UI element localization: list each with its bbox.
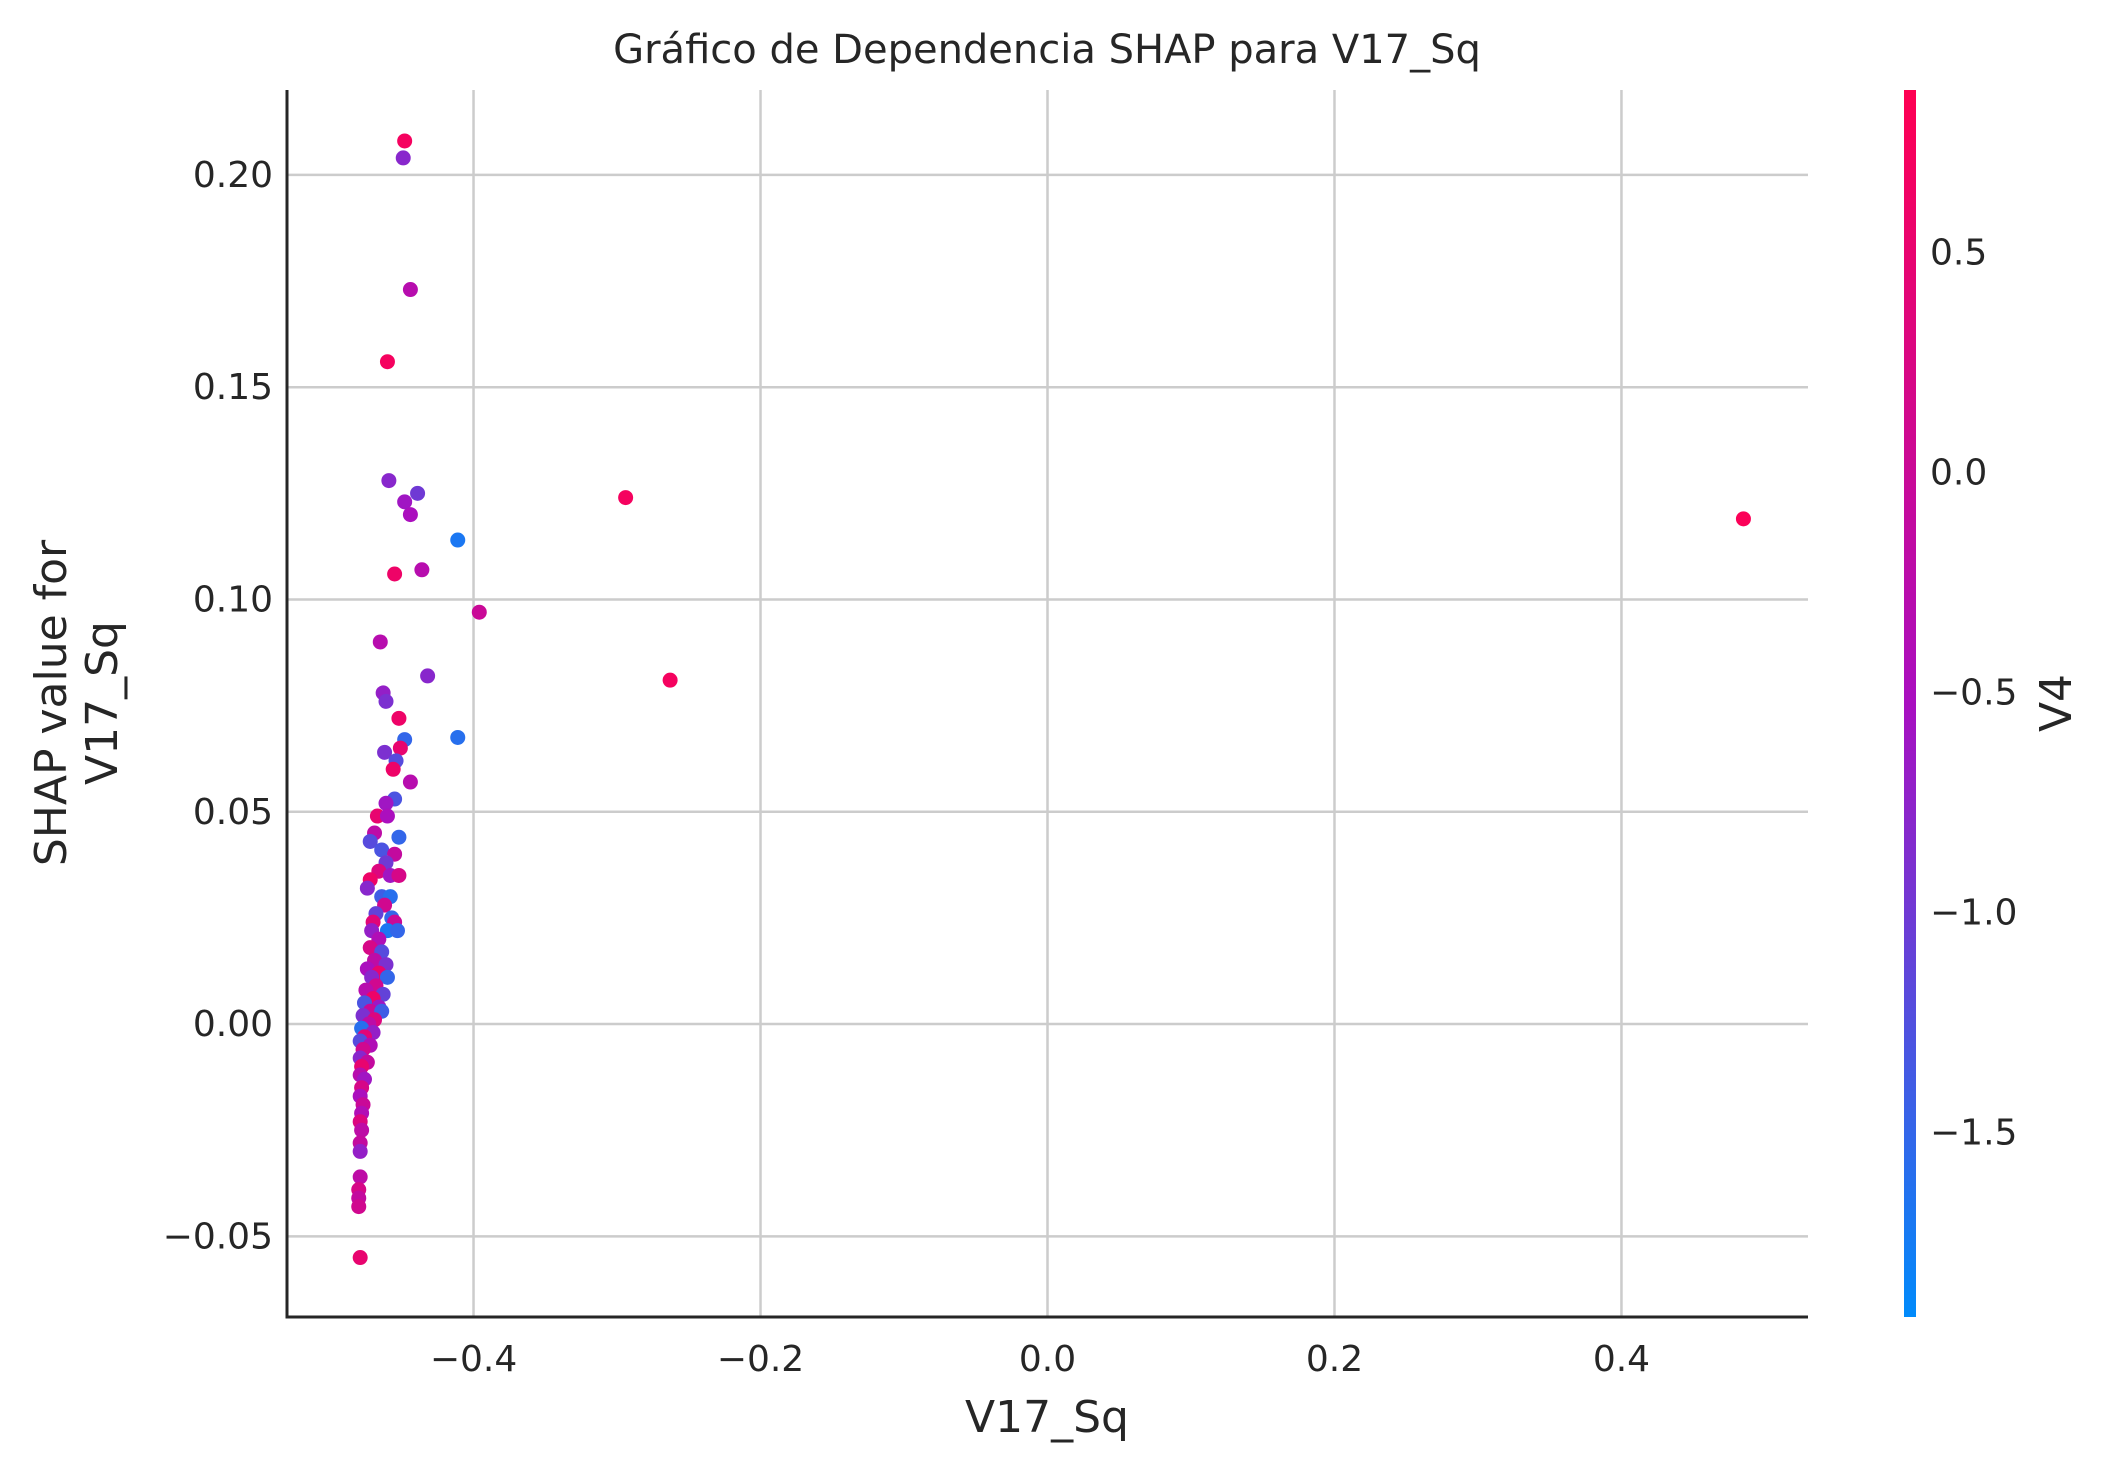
y-tick-label: −0.05 [163, 1216, 273, 1257]
scatter-point [381, 473, 397, 489]
scatter-point [397, 494, 413, 510]
y-axis-label: SHAP value for V17_Sq [26, 539, 128, 866]
scatter-point [618, 490, 634, 506]
scatter-point [395, 150, 411, 166]
scatter-point [471, 604, 487, 620]
scatter-point [379, 354, 395, 370]
scatter-point [352, 1250, 368, 1266]
y-tick-labels: −0.05 0.00 0.05 0.10 0.15 0.20 [163, 155, 273, 1257]
colorbar-tick-label: 0.5 [1930, 233, 1987, 274]
scatter-point [450, 729, 466, 745]
scatter-point [354, 1122, 370, 1138]
scatter-point [420, 668, 436, 684]
colorbar-tick-labels: −1.5 −1.0 −0.5 0.0 0.5 [1930, 233, 2017, 1154]
scatter-points [351, 133, 1751, 1266]
x-tick-label: 0.4 [1593, 1339, 1650, 1380]
colorbar-label: V4 [2031, 674, 2082, 732]
x-tick-label: 0.2 [1306, 1339, 1363, 1380]
scatter-point [410, 485, 426, 501]
scatter-point [378, 693, 394, 709]
y-tick-label: 0.00 [193, 1004, 273, 1045]
scatter-point [352, 1169, 368, 1185]
colorbar-tick-label: −0.5 [1930, 673, 2017, 714]
x-tick-label: −0.4 [430, 1339, 517, 1380]
y-tick-label: 0.15 [193, 367, 273, 408]
scatter-point [402, 507, 418, 523]
scatter-point [1735, 511, 1751, 527]
colorbar [1904, 90, 1916, 1317]
scatter-point [377, 744, 393, 760]
scatter-point [374, 842, 390, 858]
scatter-point [362, 833, 378, 849]
scatter-point [662, 672, 678, 688]
colorbar-label-text: V4 [2031, 674, 2082, 732]
x-tick-label: −0.2 [717, 1339, 804, 1380]
scatter-point [378, 795, 394, 811]
scatter-point [389, 923, 405, 939]
x-tick-label: 0.0 [1019, 1339, 1076, 1380]
x-tick-labels: −0.4 −0.2 0.0 0.2 0.4 [430, 1339, 1650, 1380]
scatter-point [391, 710, 407, 726]
colorbar-tick-label: −1.5 [1930, 1112, 2017, 1153]
scatter-point [397, 133, 413, 149]
scatter-point [450, 532, 466, 548]
colorbar-tick-label: −1.0 [1930, 892, 2017, 933]
colorbar-tick-label: 0.0 [1930, 453, 1987, 494]
y-axis-label-line-1: SHAP value for [26, 539, 77, 866]
chart-title: Gráfico de Dependencia SHAP para V17_Sq [613, 27, 1481, 73]
scatter-point [362, 940, 378, 956]
scatter-point [391, 829, 407, 845]
grid-lines [287, 90, 1808, 1317]
y-tick-label: 0.10 [193, 579, 273, 620]
y-tick-label: 0.20 [193, 155, 273, 196]
axis-spines [285, 90, 1808, 1319]
scatter-point [385, 761, 401, 777]
scatter-point [391, 867, 407, 883]
y-tick-label: 0.05 [193, 792, 273, 833]
y-axis-label-line-2: V17_Sq [77, 621, 128, 785]
scatter-point [402, 774, 418, 790]
scatter-point [379, 808, 395, 824]
scatter-point [352, 1143, 368, 1159]
scatter-point [387, 566, 403, 582]
scatter-point [392, 740, 408, 756]
x-axis-label: V17_Sq [965, 1392, 1129, 1443]
scatter-point [359, 880, 375, 896]
scatter-point [414, 562, 430, 578]
scatter-point [402, 282, 418, 298]
scatter-point [372, 634, 388, 650]
scatter-point [379, 969, 395, 985]
scatter-point [351, 1199, 367, 1215]
